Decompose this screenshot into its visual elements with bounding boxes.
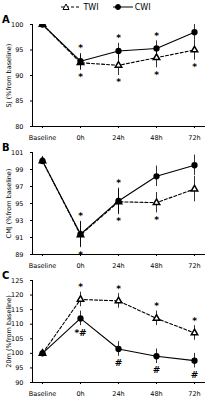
html-text:B: B bbox=[2, 142, 10, 153]
svg-text:72h: 72h bbox=[188, 262, 200, 270]
svg-text:97: 97 bbox=[15, 183, 23, 191]
svg-text:24h: 24h bbox=[112, 262, 124, 270]
svg-text:CMJ (%from baseline): CMJ (%from baseline) bbox=[5, 169, 13, 239]
svg-text:*: * bbox=[154, 31, 159, 41]
html-text:C: C bbox=[2, 270, 10, 281]
svg-text:95: 95 bbox=[15, 46, 23, 54]
svg-text:93: 93 bbox=[15, 217, 23, 225]
svg-text:89: 89 bbox=[15, 251, 23, 259]
svg-text:125: 125 bbox=[11, 277, 23, 285]
svg-text:*: * bbox=[192, 316, 197, 326]
svg-text:*: * bbox=[78, 72, 83, 82]
svg-text:*: * bbox=[154, 70, 159, 80]
svg-text:*: * bbox=[78, 43, 83, 53]
html-text:A: A bbox=[2, 14, 10, 25]
svg-text:48h: 48h bbox=[150, 262, 162, 270]
svg-text:*: * bbox=[154, 215, 159, 225]
svg-text:95: 95 bbox=[15, 364, 23, 372]
svg-text:120: 120 bbox=[11, 291, 24, 300]
svg-text:99: 99 bbox=[15, 166, 23, 174]
svg-text:48h: 48h bbox=[150, 390, 162, 398]
svg-text:24h: 24h bbox=[112, 390, 124, 398]
svg-text:Baseline: Baseline bbox=[29, 390, 57, 398]
svg-text:90: 90 bbox=[15, 72, 23, 80]
svg-text:91: 91 bbox=[15, 234, 23, 242]
svg-text:115: 115 bbox=[11, 305, 24, 314]
svg-text:Baseline: Baseline bbox=[29, 262, 57, 270]
svg-text:#: # bbox=[191, 370, 199, 380]
svg-text:#: # bbox=[115, 358, 123, 368]
svg-text:*: * bbox=[116, 216, 121, 226]
svg-text:24h: 24h bbox=[112, 134, 124, 142]
svg-text:*: * bbox=[192, 62, 197, 72]
svg-text:0h: 0h bbox=[76, 262, 84, 270]
svg-text:100: 100 bbox=[11, 349, 24, 358]
svg-text:*: * bbox=[116, 283, 121, 293]
svg-text:101: 101 bbox=[11, 149, 23, 157]
svg-text:*: * bbox=[154, 301, 159, 311]
svg-text:80: 80 bbox=[15, 123, 23, 131]
svg-text:Baseline: Baseline bbox=[29, 134, 57, 142]
svg-text:*: * bbox=[116, 77, 121, 87]
svg-text:85: 85 bbox=[15, 97, 23, 105]
svg-text:*: * bbox=[78, 211, 83, 221]
svg-text:*#: *# bbox=[74, 328, 86, 338]
svg-text:20m (%from baseline): 20m (%from baseline) bbox=[5, 295, 13, 367]
svg-text:100: 100 bbox=[11, 21, 23, 29]
svg-text:*: * bbox=[78, 282, 83, 292]
svg-text:0h: 0h bbox=[76, 134, 84, 142]
svg-text:90: 90 bbox=[15, 379, 23, 387]
svg-text:#: # bbox=[153, 365, 161, 375]
svg-text:110: 110 bbox=[11, 320, 24, 329]
html-text:CWI: CWI bbox=[134, 2, 151, 12]
svg-text:*: * bbox=[116, 178, 121, 188]
svg-text:72h: 72h bbox=[188, 390, 200, 398]
html-text:TWI: TWI bbox=[83, 2, 99, 12]
svg-text:48h: 48h bbox=[150, 134, 162, 142]
svg-text:95: 95 bbox=[15, 200, 23, 208]
svg-text:105: 105 bbox=[11, 334, 24, 343]
svg-text:SJ (%from baseline): SJ (%from baseline) bbox=[5, 44, 13, 108]
svg-text:0h: 0h bbox=[76, 390, 84, 398]
svg-text:72h: 72h bbox=[188, 134, 200, 142]
svg-text:*: * bbox=[116, 33, 121, 43]
